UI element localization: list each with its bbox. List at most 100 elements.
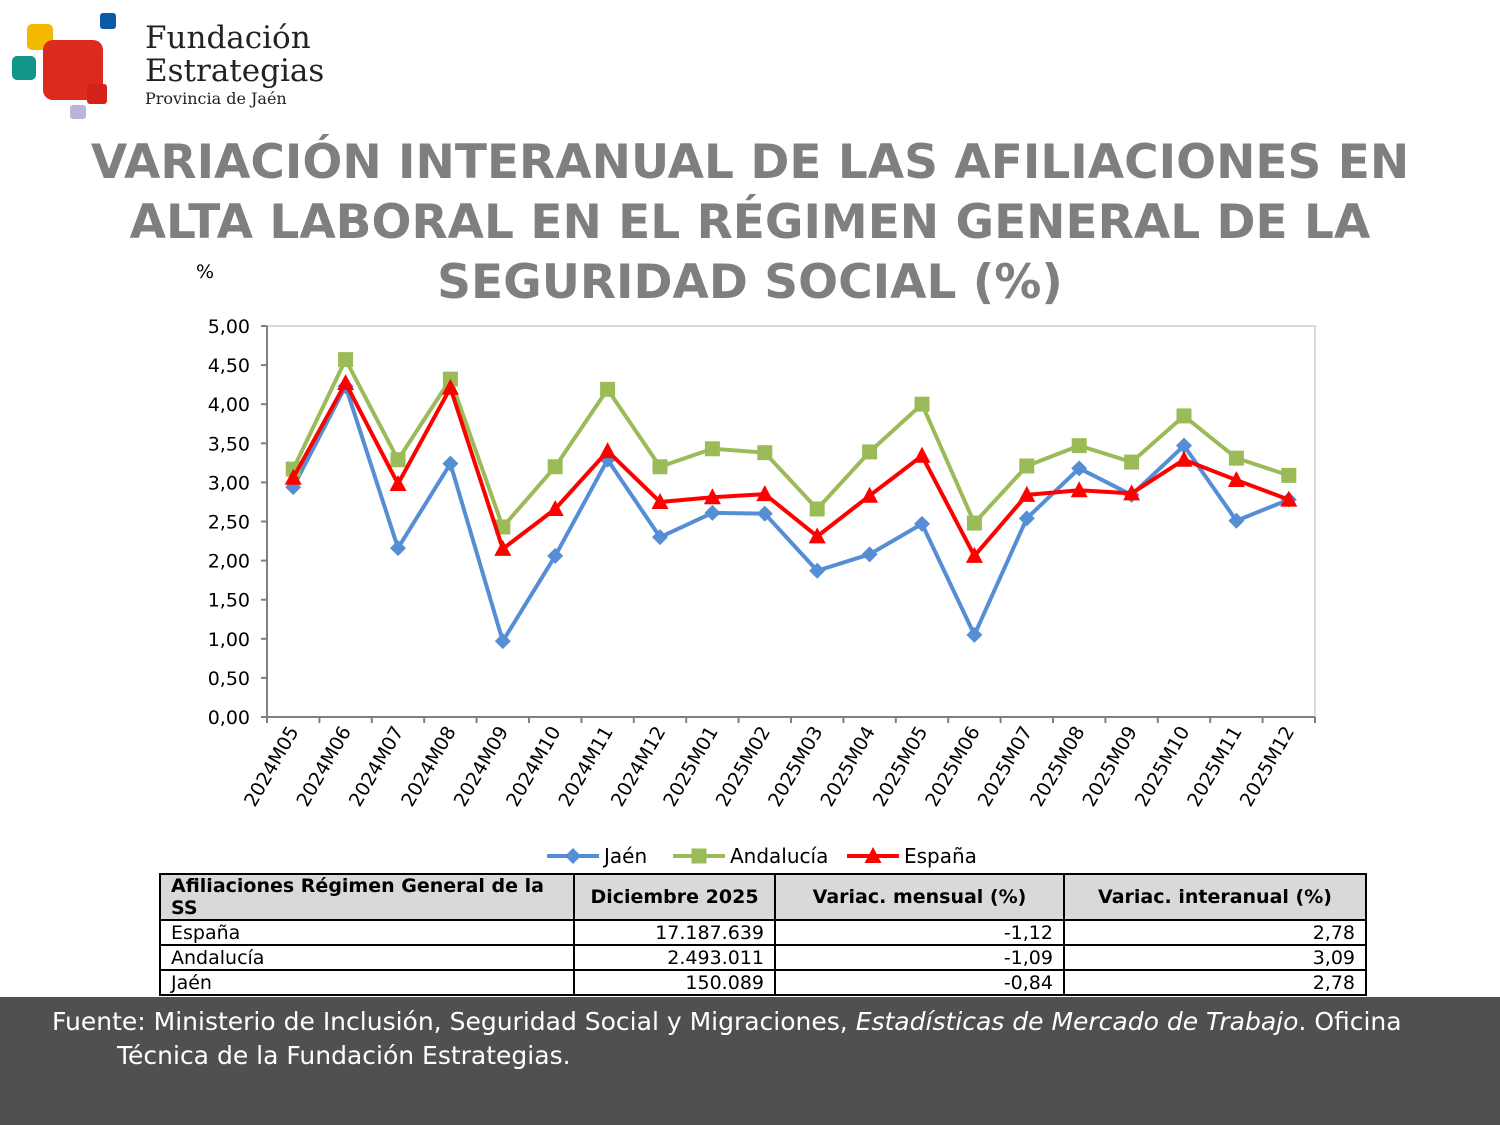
table-row: España 17.187.639 -1,12 2,78	[159, 919, 1367, 946]
data-point	[1070, 481, 1088, 498]
data-point	[966, 626, 983, 643]
legend-item: Jaén	[547, 844, 647, 868]
data-point	[651, 492, 669, 509]
table-cell: -0,84	[774, 969, 1065, 996]
legend-marker	[864, 847, 882, 863]
data-point	[1176, 437, 1192, 454]
logo-squares-icon	[12, 13, 116, 119]
data-point	[703, 488, 721, 505]
data-point	[1019, 458, 1035, 474]
series-españa	[284, 374, 1298, 563]
legend-item: Andalucía	[673, 844, 828, 868]
data-point	[599, 442, 617, 459]
series-line	[291, 381, 1290, 558]
table-cell: 17.187.639	[573, 919, 776, 946]
data-point	[914, 515, 930, 532]
legend-item: España	[847, 844, 977, 868]
y-tick-label: 5,00	[208, 316, 250, 338]
data-point	[652, 529, 668, 546]
data-point	[756, 505, 773, 522]
data-point	[494, 539, 512, 556]
table-row: Jaén 150.089 -0,84 2,78	[159, 969, 1367, 996]
source-footer: Fuente: Ministerio de Inclusión, Segurid…	[0, 997, 1500, 1125]
table-row: Andalucía 2.493.011 -1,09 3,09	[159, 944, 1367, 971]
data-point	[1228, 512, 1245, 529]
data-point	[1124, 454, 1140, 470]
data-point	[1018, 510, 1035, 527]
data-point	[861, 546, 878, 563]
y-tick-label: 1,00	[208, 629, 250, 651]
table-cell: 3,09	[1063, 944, 1367, 971]
data-point	[756, 485, 774, 502]
data-point	[494, 633, 511, 650]
data-point	[338, 352, 354, 368]
data-point	[547, 547, 564, 564]
table-header: Variac. mensual (%)	[774, 873, 1065, 921]
data-point	[862, 444, 878, 460]
y-tick-label: 2,00	[208, 551, 250, 573]
data-point	[809, 562, 826, 579]
source-suffix: . Oficina	[1298, 1007, 1402, 1036]
data-point	[1227, 471, 1245, 488]
table-header: Afiliaciones Régimen General de la SS	[159, 873, 575, 921]
y-tick-label: 0,00	[208, 707, 250, 729]
data-point	[1281, 467, 1297, 483]
data-point	[441, 378, 459, 395]
data-point	[757, 445, 773, 461]
y-tick-label: 3,50	[208, 433, 250, 455]
data-point	[704, 504, 721, 521]
data-point	[1176, 408, 1192, 424]
data-point	[914, 396, 930, 412]
data-table: Afiliaciones Régimen General de la SS Di…	[159, 873, 1367, 996]
source-publication: Estadísticas de Mercado de Trabajo	[855, 1007, 1299, 1036]
data-point	[861, 486, 879, 503]
chart-title: VARIACIÓN INTERANUAL DE LAS AFILIACIONES…	[90, 135, 1410, 310]
data-point	[808, 527, 826, 544]
table-header-row: Afiliaciones Régimen General de la SS Di…	[159, 873, 1367, 921]
y-tick-label: 4,00	[208, 394, 250, 416]
table-cell: -1,12	[774, 919, 1065, 946]
logo-line3: Provincia de Jaén	[145, 89, 287, 108]
y-tick-label: 4,50	[208, 355, 250, 377]
data-point	[1175, 450, 1193, 467]
data-point	[389, 474, 407, 491]
series-line	[291, 357, 1290, 529]
data-point	[652, 459, 668, 475]
data-point	[965, 546, 983, 563]
data-point	[547, 459, 563, 475]
data-point	[966, 515, 982, 531]
data-point	[1018, 485, 1036, 502]
y-tick-label: 3,00	[208, 472, 250, 494]
data-point	[495, 519, 511, 535]
data-point	[704, 441, 720, 457]
series-line	[291, 384, 1290, 644]
data-point	[1123, 484, 1141, 501]
table-cell: -1,09	[774, 944, 1065, 971]
y-axis-label: %	[196, 261, 214, 283]
data-point	[809, 501, 825, 517]
source-prefix: Fuente: Ministerio de Inclusión, Segurid…	[52, 1007, 856, 1036]
table-cell: España	[159, 919, 575, 946]
data-point	[1228, 450, 1244, 466]
legend-marker	[691, 848, 707, 864]
legend-label: Andalucía	[730, 844, 828, 868]
logo-line1: Fundación	[145, 20, 311, 56]
data-point	[913, 446, 931, 463]
y-tick-label: 2,50	[208, 512, 250, 534]
table-cell: Andalucía	[159, 944, 575, 971]
table-cell: Jaén	[159, 969, 575, 996]
logo-line2: Estrategias	[145, 53, 325, 89]
table-cell: 2,78	[1063, 969, 1367, 996]
data-point	[284, 468, 302, 485]
source-line2: Técnica de la Fundación Estrategias.	[117, 1041, 571, 1070]
table-header: Diciembre 2025	[573, 873, 776, 921]
data-point	[546, 499, 564, 516]
data-point	[1071, 438, 1087, 454]
legend-marker	[565, 848, 581, 864]
y-tick-label: 1,50	[208, 590, 250, 612]
data-point	[337, 374, 355, 391]
data-point	[390, 540, 406, 557]
legend-label: España	[904, 844, 977, 868]
table-header: Variac. interanual (%)	[1063, 873, 1367, 921]
logo: Fundación Estrategias Provincia de Jaén	[10, 10, 324, 122]
